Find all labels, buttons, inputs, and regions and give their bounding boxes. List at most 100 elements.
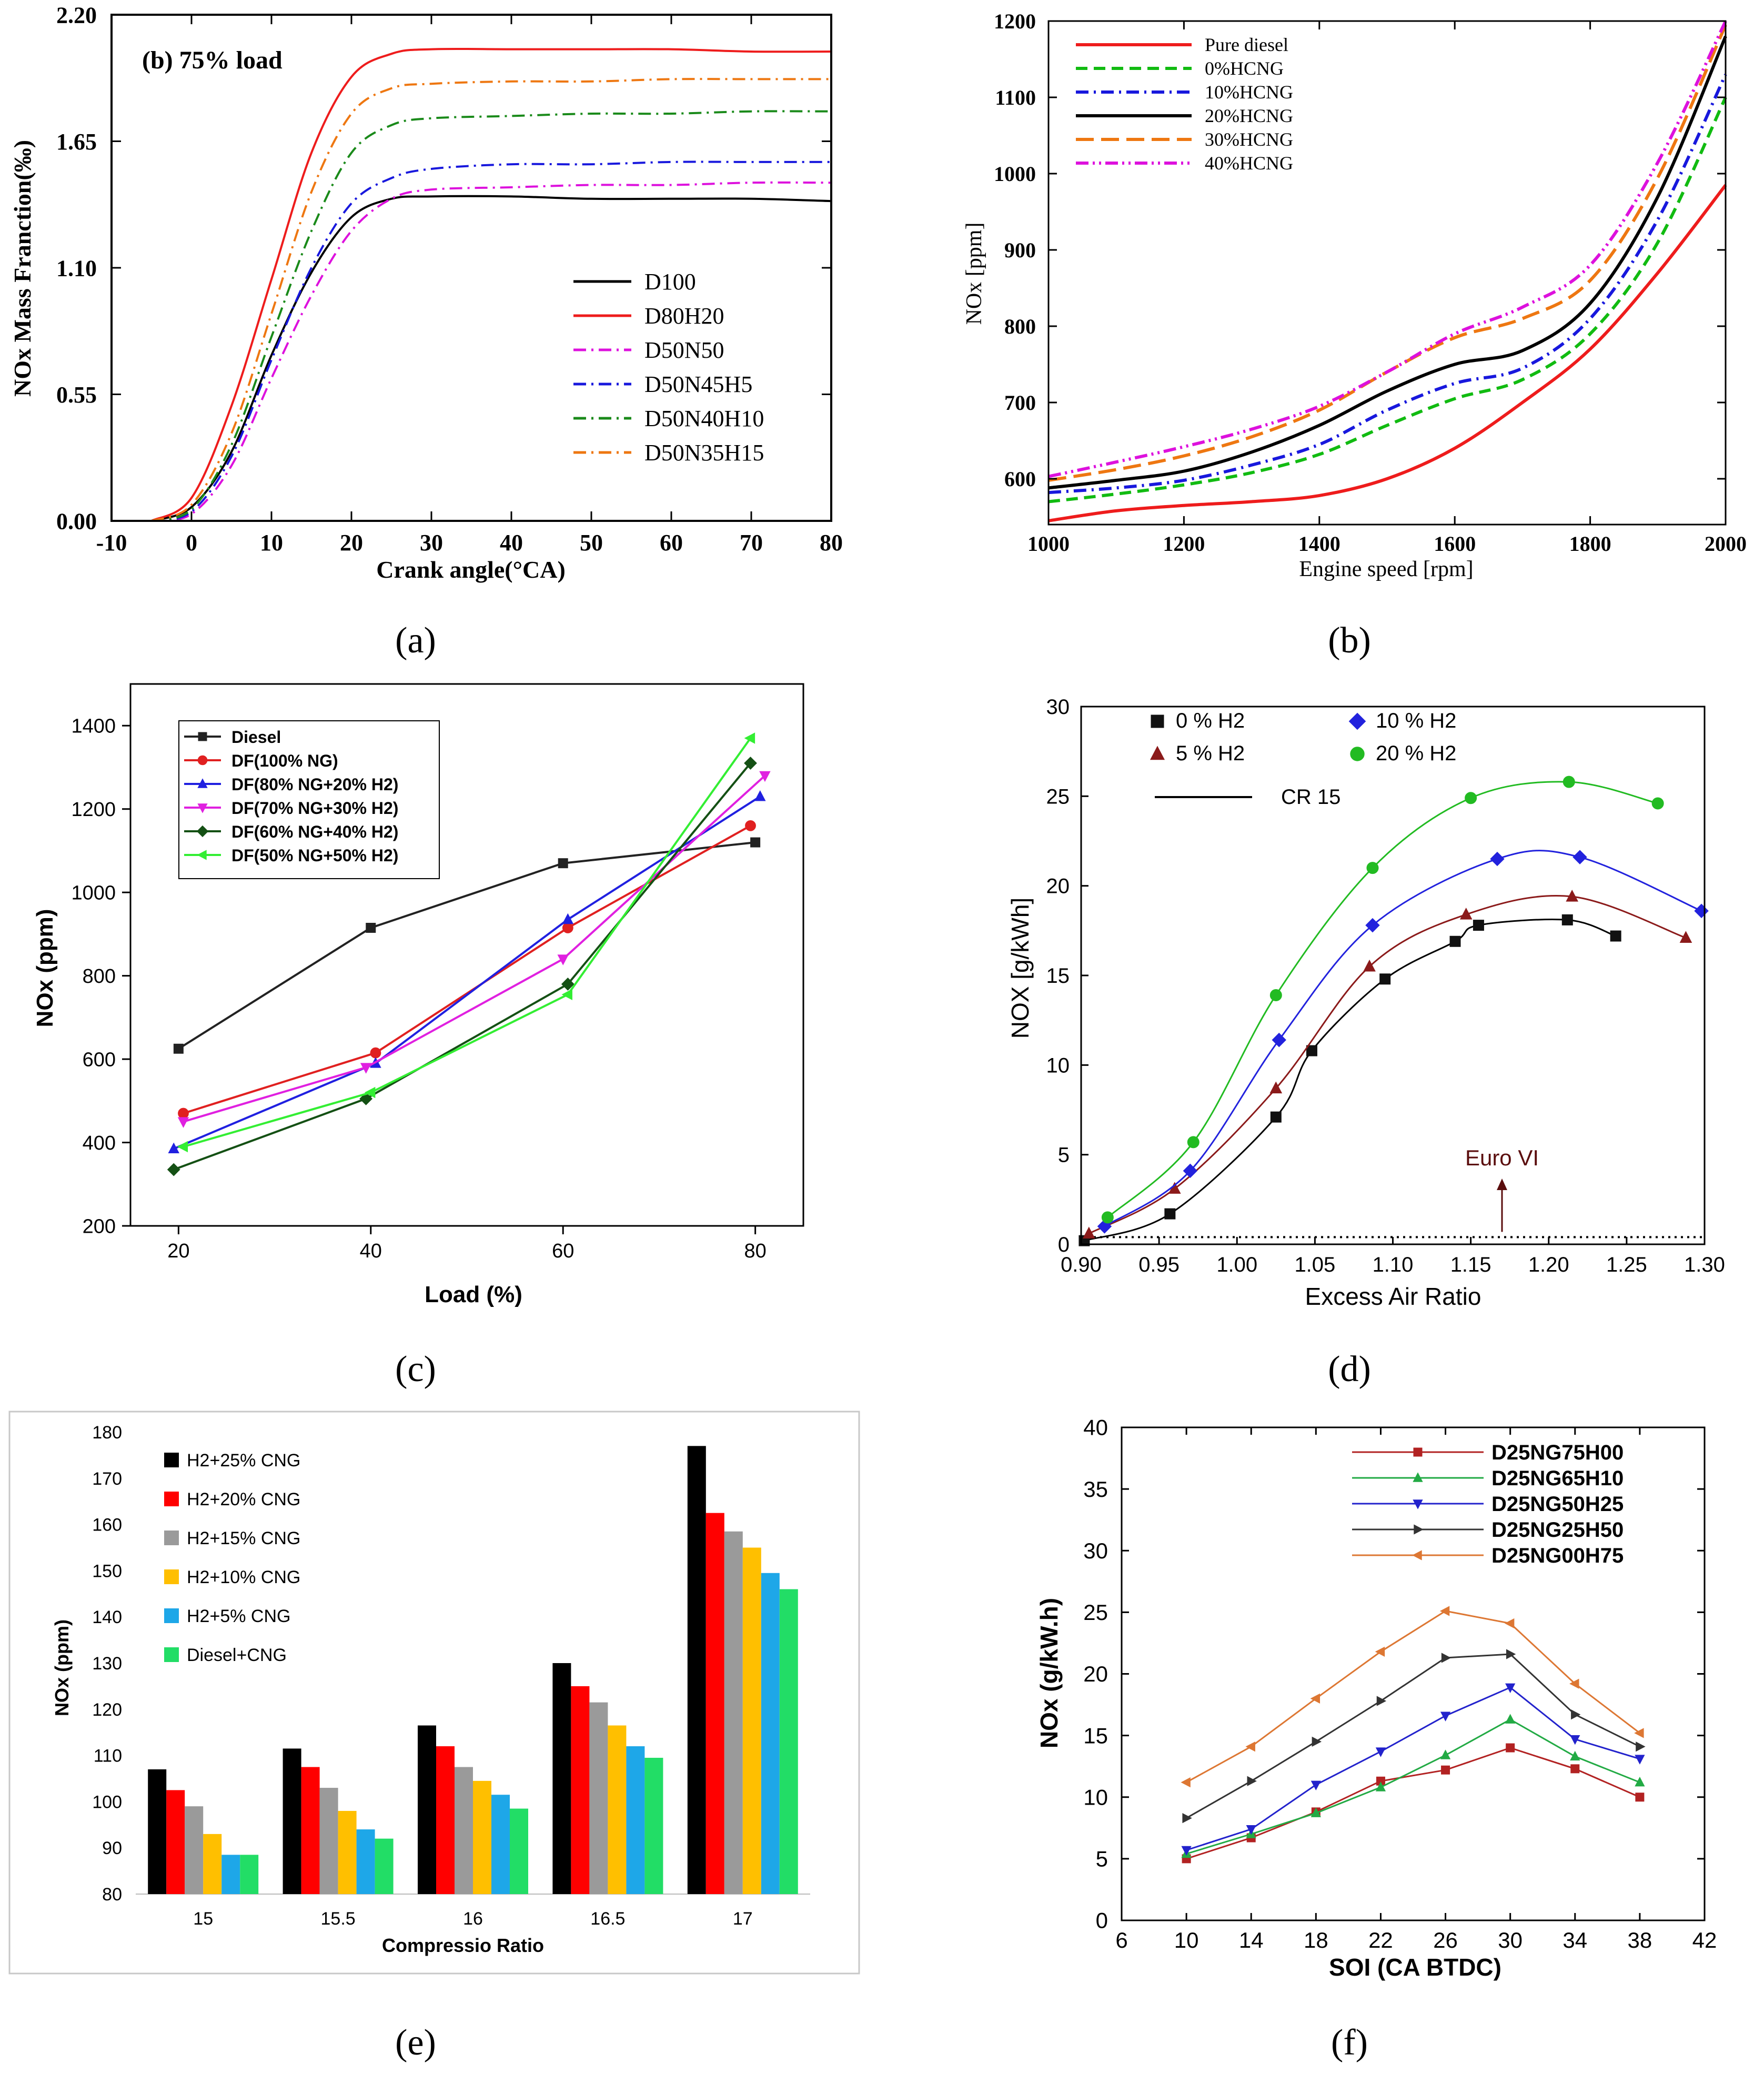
legend-label: DF(80% NG+20% H2) — [231, 775, 398, 794]
x-axis-label: Compressio Ratio — [382, 1935, 544, 1956]
y-tick-label: 5 — [1096, 1847, 1108, 1871]
bar — [455, 1767, 473, 1894]
panel-label-b: (b) — [1328, 620, 1371, 661]
series-line-df-60-ng-40-h2- — [173, 762, 752, 1171]
series-line-0pct-hcng — [1048, 96, 1727, 504]
x-tick-label: 15 — [193, 1909, 213, 1929]
bar — [779, 1589, 798, 1894]
bar — [644, 1757, 663, 1894]
y-tick-label: 1.10 — [56, 255, 97, 281]
data-point — [366, 923, 376, 933]
x-tick-label: 40 — [500, 530, 523, 556]
bar — [283, 1748, 301, 1894]
data-point — [1366, 862, 1379, 874]
data-point — [1440, 1711, 1451, 1721]
series-line-d50n40h10 — [151, 110, 832, 522]
data-point — [562, 922, 573, 933]
x-axis-label: Excess Air Ratio — [1305, 1283, 1481, 1310]
y-tick-label: 1000 — [71, 882, 116, 904]
data-point — [1375, 1646, 1385, 1657]
legend-marker — [197, 803, 208, 813]
x-tick-label: 80 — [820, 530, 843, 556]
x-axis-label: Engine speed [rpm] — [1299, 557, 1473, 581]
bar — [240, 1855, 259, 1894]
x-tick-label: 20 — [340, 530, 363, 556]
x-tick-label: 1600 — [1434, 532, 1476, 556]
bar — [761, 1573, 780, 1894]
x-tick-label: 10 — [260, 530, 283, 556]
plot-frame — [1047, 20, 1727, 526]
panel-label-d: (d) — [1328, 1349, 1371, 1390]
data-point — [173, 1043, 184, 1054]
data-point — [177, 1117, 189, 1128]
x-tick-label: 0 — [186, 530, 197, 556]
y-tick-label: 0.55 — [56, 382, 97, 408]
data-point — [1181, 1846, 1192, 1856]
data-point — [359, 1092, 373, 1105]
data-point — [1635, 1755, 1645, 1765]
data-point — [750, 837, 761, 848]
y-tick-label: 200 — [83, 1215, 116, 1237]
legend-marker — [1350, 747, 1365, 761]
chart-a: -10 0 10 20 30 40 50 60 70 80 0.00 0.55 1.10 1.65 2.20… — [9, 2, 843, 583]
data-point — [745, 820, 756, 831]
legend-label: D50N35H15 — [644, 440, 764, 466]
data-point — [1311, 1807, 1321, 1817]
data-point — [562, 913, 574, 924]
data-point — [558, 858, 568, 869]
data-point — [561, 989, 572, 1000]
legend-label: 20 % H2 — [1376, 742, 1456, 765]
series-line-diesel — [178, 841, 755, 1050]
data-point — [1269, 989, 1282, 1001]
bar — [185, 1806, 204, 1894]
data-point — [1269, 1081, 1283, 1094]
series-line-d25ng50h25 — [1186, 1686, 1640, 1851]
y-tick-label: 40 — [1083, 1415, 1108, 1440]
y-tick-label: 90 — [102, 1838, 122, 1858]
legend-swatch — [164, 1569, 179, 1584]
y-tick-label: 10 — [1046, 1054, 1070, 1077]
bar — [203, 1834, 222, 1894]
x-tick-label: 1.25 — [1606, 1253, 1647, 1276]
x-tick-label: 1.10 — [1373, 1253, 1414, 1276]
x-tick-label: 1000 — [1027, 532, 1070, 556]
data-point — [1459, 908, 1473, 920]
y-axis-label: NOx (ppm) — [32, 909, 58, 1028]
bar — [473, 1780, 491, 1894]
legend-label: H2+15% CNG — [187, 1528, 300, 1548]
legend-swatch — [164, 1647, 179, 1662]
data-point — [1363, 959, 1376, 972]
y-tick-label: 800 — [83, 965, 116, 988]
y-tick-label: 180 — [92, 1423, 122, 1443]
x-tick-label: 14 — [1239, 1928, 1264, 1952]
x-tick-label: 34 — [1563, 1928, 1587, 1952]
bar — [742, 1547, 761, 1894]
y-tick-label: 110 — [94, 1746, 122, 1766]
y-tick-label: 700 — [1004, 391, 1036, 415]
x-tick-label: 16.5 — [590, 1909, 625, 1929]
x-tick-label: 60 — [552, 1240, 574, 1262]
chart-c: 20 40 60 80 200 400 600 800 1000 1200 1400 Load (%)… — [32, 683, 804, 1307]
series-line-d25ng75h00 — [1186, 1747, 1640, 1860]
chart-e: 80 90 100 110 120 130 140 150 160 170 180 15 15.5 16 1… — [8, 1411, 860, 1975]
legend-label: 20%HCNG — [1205, 105, 1293, 126]
x-tick-label: 1.15 — [1450, 1253, 1491, 1276]
data-point — [1311, 1780, 1321, 1791]
chart-b: 1000 1200 1400 1600 1800 2000 600 700 800 900 1000… — [962, 9, 1747, 581]
y-tick-label: 5 — [1058, 1144, 1070, 1167]
x-tick-label: 1.20 — [1528, 1253, 1569, 1276]
y-axis-label: NOx Mass Franction(‰) — [9, 140, 36, 397]
x-tick-label: 1.00 — [1216, 1253, 1257, 1276]
bar — [375, 1838, 394, 1894]
series-line-30pct-hcng — [1048, 24, 1727, 482]
y-tick-label: 25 — [1046, 785, 1070, 808]
legend-label: 40%HCNG — [1205, 153, 1293, 174]
y-tick-label: 0.00 — [56, 508, 97, 534]
data-point — [1101, 1211, 1114, 1224]
data-point — [1312, 1736, 1322, 1747]
euro-vi-annotation: Euro VI — [1465, 1145, 1539, 1170]
x-axis-label: SOI (CA BTDC) — [1329, 1954, 1501, 1981]
data-point — [1505, 1714, 1516, 1724]
y-tick-label: 140 — [92, 1607, 122, 1627]
